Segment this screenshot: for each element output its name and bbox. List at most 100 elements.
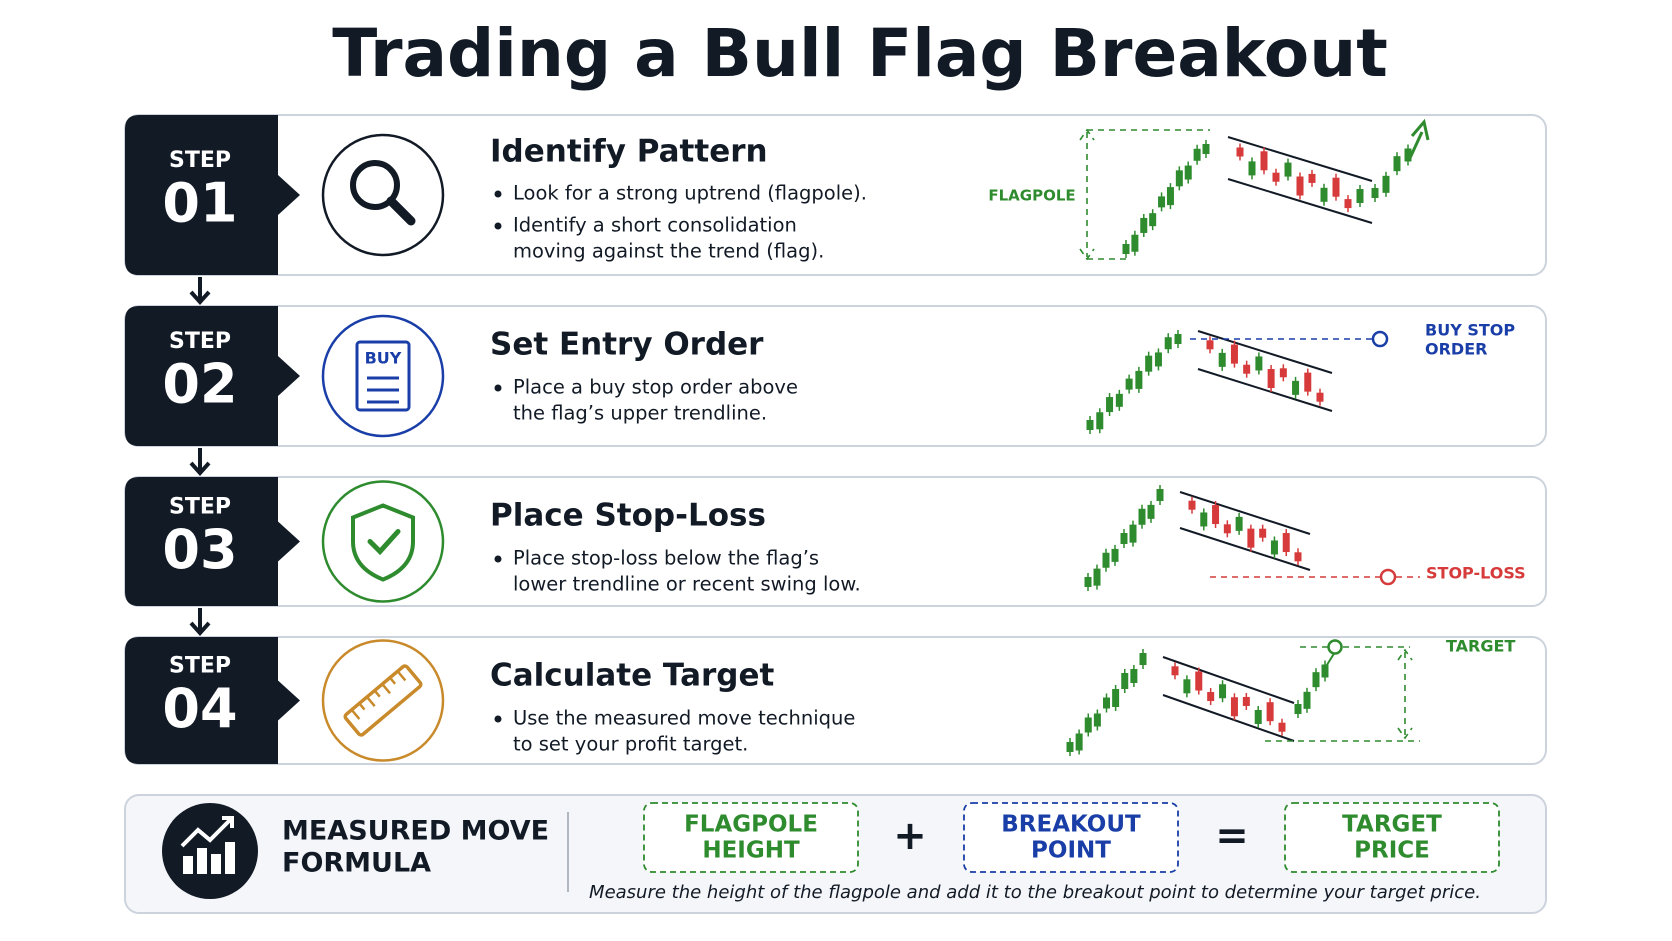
candle-body <box>1102 552 1110 568</box>
bullet-dot <box>494 222 502 230</box>
bullet-dot <box>494 555 502 563</box>
candle-body <box>1066 742 1074 752</box>
candle-body <box>1267 369 1275 389</box>
icon-lens <box>350 160 400 210</box>
formula-icon-bar <box>197 848 207 874</box>
candle-body <box>1131 234 1139 252</box>
candle-body <box>1188 500 1196 510</box>
icon-document <box>355 340 411 412</box>
chart-label: STOP-LOSS <box>1426 564 1526 583</box>
step-heading: Identify Pattern <box>490 134 768 170</box>
candle-body <box>1404 148 1412 162</box>
bullet-text: Place stop-loss below the flag’s <box>513 547 819 570</box>
candle-body <box>1382 175 1390 193</box>
candle-body <box>1174 334 1182 344</box>
candle-body <box>1138 508 1146 525</box>
icon-check <box>367 529 401 556</box>
candle-body <box>1284 162 1292 177</box>
candle-body <box>1164 337 1172 350</box>
formula-note: Measure the height of the flagpole and a… <box>589 882 1481 903</box>
step-badge <box>125 477 300 606</box>
bullet-text: the flag’s upper trendline. <box>513 402 767 425</box>
stop-marker <box>1379 568 1397 586</box>
candle-body <box>1183 679 1191 694</box>
candle-body <box>1243 364 1251 374</box>
candle-body <box>1206 340 1214 350</box>
candle-body <box>1171 666 1179 676</box>
candle-body <box>1212 505 1220 525</box>
candle-body <box>1254 709 1262 724</box>
icon-ruler-tick <box>350 709 361 720</box>
candle-body <box>1371 188 1379 198</box>
candle-body <box>1294 552 1302 562</box>
channel-line <box>1227 136 1373 182</box>
candle-body <box>1294 704 1302 714</box>
step-label: STEP <box>169 495 231 520</box>
candle-body <box>1158 196 1166 208</box>
candle-body <box>1312 672 1320 688</box>
step-badge <box>125 306 300 446</box>
candle-body <box>1393 156 1401 172</box>
step-label: STEP <box>169 329 231 354</box>
icon-ruler-tick <box>358 702 366 711</box>
step-arrow <box>189 448 211 476</box>
flagpole-measure <box>1079 128 1095 261</box>
formula-term-text: POINT <box>1031 838 1111 864</box>
candle-body <box>1106 397 1114 413</box>
bullet-text: Identify a short consolidation <box>513 214 797 237</box>
bullet-text: to set your profit target. <box>513 733 748 756</box>
candle-body <box>1344 199 1352 209</box>
step-heading: Set Entry Order <box>490 327 764 363</box>
candle-body <box>1139 653 1147 665</box>
candle-body <box>1303 691 1311 709</box>
candle-body <box>1112 689 1120 707</box>
formula-term-text: HEIGHT <box>702 838 800 864</box>
target-marker <box>1327 639 1343 655</box>
icon-shield <box>351 503 415 582</box>
icon-ring <box>321 480 445 603</box>
candle-body <box>1236 147 1244 157</box>
candle-body <box>1321 664 1329 678</box>
candle-body <box>1282 533 1290 553</box>
candle-body <box>1147 504 1155 519</box>
formula-title: MEASURED MOVE <box>282 816 549 847</box>
candle-body <box>1278 722 1286 732</box>
candle-body <box>1103 697 1110 709</box>
channel-line <box>1197 368 1333 412</box>
candle-body <box>1121 673 1129 689</box>
channel-line <box>1162 694 1295 742</box>
candle-body <box>1259 528 1267 538</box>
candle-body <box>1230 697 1238 717</box>
channel-line <box>1227 178 1373 224</box>
step-number: 04 <box>162 677 237 740</box>
step-arrow <box>189 608 211 636</box>
candle-body <box>1242 696 1250 706</box>
candle-body <box>1316 392 1324 402</box>
candle-body <box>1086 420 1094 430</box>
bullet-text: Place a buy stop order above <box>513 376 798 399</box>
bullet-dot <box>494 715 502 723</box>
icon-ruler-tick <box>366 696 376 707</box>
candle-body <box>1193 148 1201 161</box>
formula-term <box>643 802 859 873</box>
formula-term-text: TARGET <box>1342 812 1442 838</box>
candle-body <box>1125 378 1133 390</box>
formula-term-text: FLAGPOLE <box>684 812 818 838</box>
candle-body <box>1230 344 1238 364</box>
candle-body <box>1272 172 1280 182</box>
candle-body <box>1332 177 1340 197</box>
bullet-dot <box>494 384 502 392</box>
candle-body <box>1075 733 1083 751</box>
formula-term-text: PRICE <box>1354 838 1430 864</box>
candle-body <box>1200 512 1208 527</box>
bullet-text: lower trendline or recent swing low. <box>513 573 861 596</box>
candle-body <box>1279 368 1287 378</box>
candle-body <box>1255 356 1263 371</box>
candle-body <box>1145 355 1153 372</box>
step-badge <box>125 637 300 764</box>
formula-icon-bar <box>183 856 193 874</box>
formula-term <box>963 802 1179 873</box>
candle-body <box>1207 692 1215 702</box>
candle-body <box>1149 213 1157 227</box>
